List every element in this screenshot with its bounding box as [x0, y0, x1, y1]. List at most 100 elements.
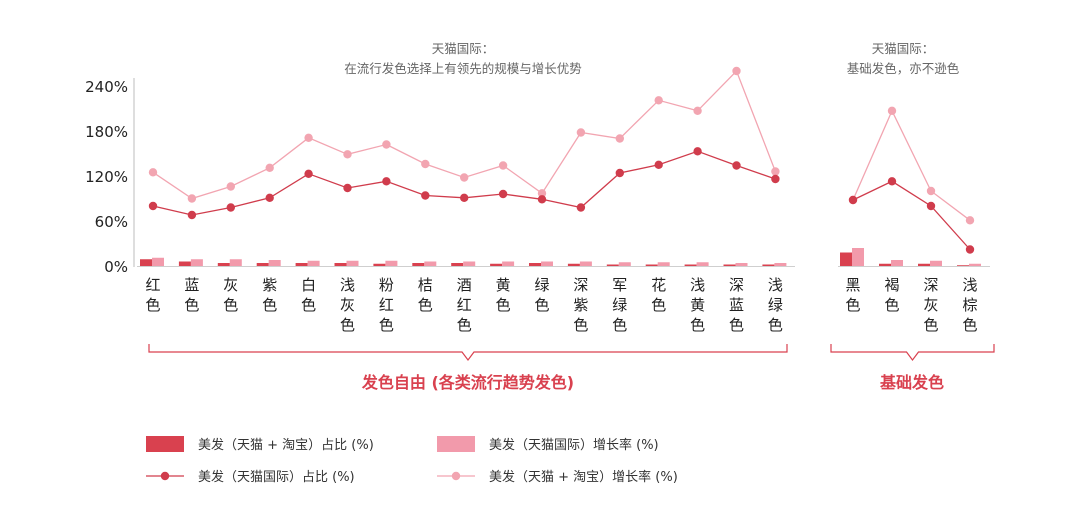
point-share-tmall-intl [343, 183, 352, 193]
y-tick-label: 0% [104, 258, 128, 276]
category-label: 浅棕色 [962, 276, 977, 334]
point-share-tmall-intl [226, 203, 235, 212]
category-label: 军绿色 [612, 276, 627, 334]
legend-label: 美发（天猫 + 淘宝）占比 (%) [198, 437, 374, 453]
point-growth-taobao-tmall [148, 168, 158, 177]
point-share-tmall-intl [187, 210, 197, 220]
bar-growth-tmall-intl [152, 257, 164, 266]
point-share-tmall-intl [421, 191, 430, 200]
point-growth-taobao-tmall [226, 182, 235, 191]
point-growth-taobao-tmall [654, 96, 663, 105]
category-label: 灰色 [223, 276, 238, 314]
bar-growth-tmall-intl [385, 260, 398, 266]
category-label: 黑色 [845, 276, 860, 314]
point-growth-taobao-tmall [343, 150, 352, 159]
y-tick-label: 120% [85, 168, 128, 186]
point-share-tmall-intl [887, 177, 897, 186]
category-label: 黄色 [496, 276, 511, 314]
category-label: 深蓝色 [729, 276, 744, 334]
group-annotation: 在流行发色选择上有领先的规模与增长优势 [344, 61, 582, 76]
point-growth-taobao-tmall [304, 133, 313, 142]
bar-growth-tmall-intl [579, 261, 592, 266]
bar-growth-tmall-intl [969, 263, 981, 266]
legend-label: 美发（天猫 + 淘宝）增长率 (%) [489, 469, 678, 485]
category-label: 浅灰色 [340, 276, 355, 334]
bar-share-taobao-tmall [217, 263, 230, 266]
point-growth-taobao-tmall [615, 134, 624, 143]
series-line-share-tmall-intl [152, 150, 776, 216]
bar-share-taobao-tmall [529, 263, 541, 266]
point-growth-taobao-tmall [498, 161, 508, 170]
category-label: 白色 [301, 276, 316, 314]
point-growth-taobao-tmall [576, 128, 586, 137]
bar-growth-tmall-intl [852, 248, 864, 266]
bar-share-taobao-tmall [879, 263, 891, 266]
point-growth-taobao-tmall [732, 66, 741, 76]
point-share-tmall-intl [460, 193, 469, 202]
point-growth-taobao-tmall [421, 159, 430, 169]
category-label: 酒红色 [457, 276, 472, 334]
bar-growth-tmall-intl [618, 262, 631, 266]
point-share-tmall-intl [693, 147, 702, 156]
bar-share-taobao-tmall [256, 263, 269, 266]
bar-share-taobao-tmall [140, 259, 152, 266]
point-share-tmall-intl [382, 177, 391, 186]
bar-share-taobao-tmall [723, 264, 736, 266]
bar-share-taobao-tmall [645, 264, 658, 266]
bar-growth-tmall-intl [190, 259, 203, 266]
group-bracket [148, 344, 788, 361]
point-growth-taobao-tmall [965, 216, 975, 225]
legend-label: 美发（天猫国际）占比 (%) [198, 469, 355, 485]
category-label: 花色 [651, 276, 666, 314]
bar-growth-tmall-intl [891, 260, 903, 266]
point-growth-taobao-tmall [771, 167, 780, 176]
point-share-tmall-intl [771, 174, 780, 184]
point-share-tmall-intl [576, 203, 586, 212]
bar-share-taobao-tmall [840, 252, 852, 266]
bar-share-taobao-tmall [451, 263, 464, 266]
point-share-tmall-intl [732, 161, 741, 170]
legend-swatch-marker [160, 471, 170, 481]
point-share-tmall-intl [304, 169, 313, 178]
category-label: 浅绿色 [768, 276, 783, 334]
point-share-tmall-intl [615, 168, 624, 178]
category-label: 浅黄色 [690, 276, 705, 334]
series-line-share-tmall-intl [852, 180, 971, 250]
point-growth-taobao-tmall [382, 140, 391, 149]
legend-swatch-bar [146, 436, 184, 452]
group-bracket-label: 基础发色 [879, 373, 944, 392]
bar-share-taobao-tmall [762, 264, 775, 266]
y-tick-label: 180% [85, 123, 128, 141]
bar-growth-tmall-intl [229, 259, 242, 266]
category-label: 紫色 [262, 276, 277, 314]
bar-growth-tmall-intl [463, 261, 476, 266]
bar-growth-tmall-intl [268, 260, 281, 266]
bar-share-taobao-tmall [412, 263, 425, 266]
category-label: 粉红色 [379, 276, 394, 334]
point-share-tmall-intl [265, 193, 274, 202]
point-share-tmall-intl [148, 201, 158, 211]
bar-share-taobao-tmall [178, 261, 191, 266]
point-growth-taobao-tmall [537, 189, 547, 198]
category-label: 深灰色 [923, 276, 938, 334]
group-annotation: 天猫国际： [872, 41, 935, 56]
category-label: 褐色 [884, 276, 899, 314]
point-share-tmall-intl [654, 160, 663, 169]
bar-growth-tmall-intl [346, 260, 359, 266]
bar-share-taobao-tmall [490, 263, 503, 266]
point-share-tmall-intl [848, 195, 858, 205]
point-growth-taobao-tmall [887, 106, 897, 116]
point-growth-taobao-tmall [187, 194, 197, 203]
category-label: 深紫色 [573, 276, 588, 334]
bar-share-taobao-tmall [295, 263, 308, 266]
group-annotation: 天猫国际： [432, 41, 495, 56]
y-tick-label: 240% [85, 78, 128, 96]
group-bracket [830, 344, 995, 361]
bar-growth-tmall-intl [307, 260, 320, 266]
bar-share-taobao-tmall [918, 263, 930, 266]
group-bracket-label: 发色自由 (各类流行趋势发色) [361, 373, 574, 392]
legend-label: 美发（天猫国际）增长率 (%) [489, 437, 659, 453]
category-label: 绿色 [534, 276, 549, 314]
